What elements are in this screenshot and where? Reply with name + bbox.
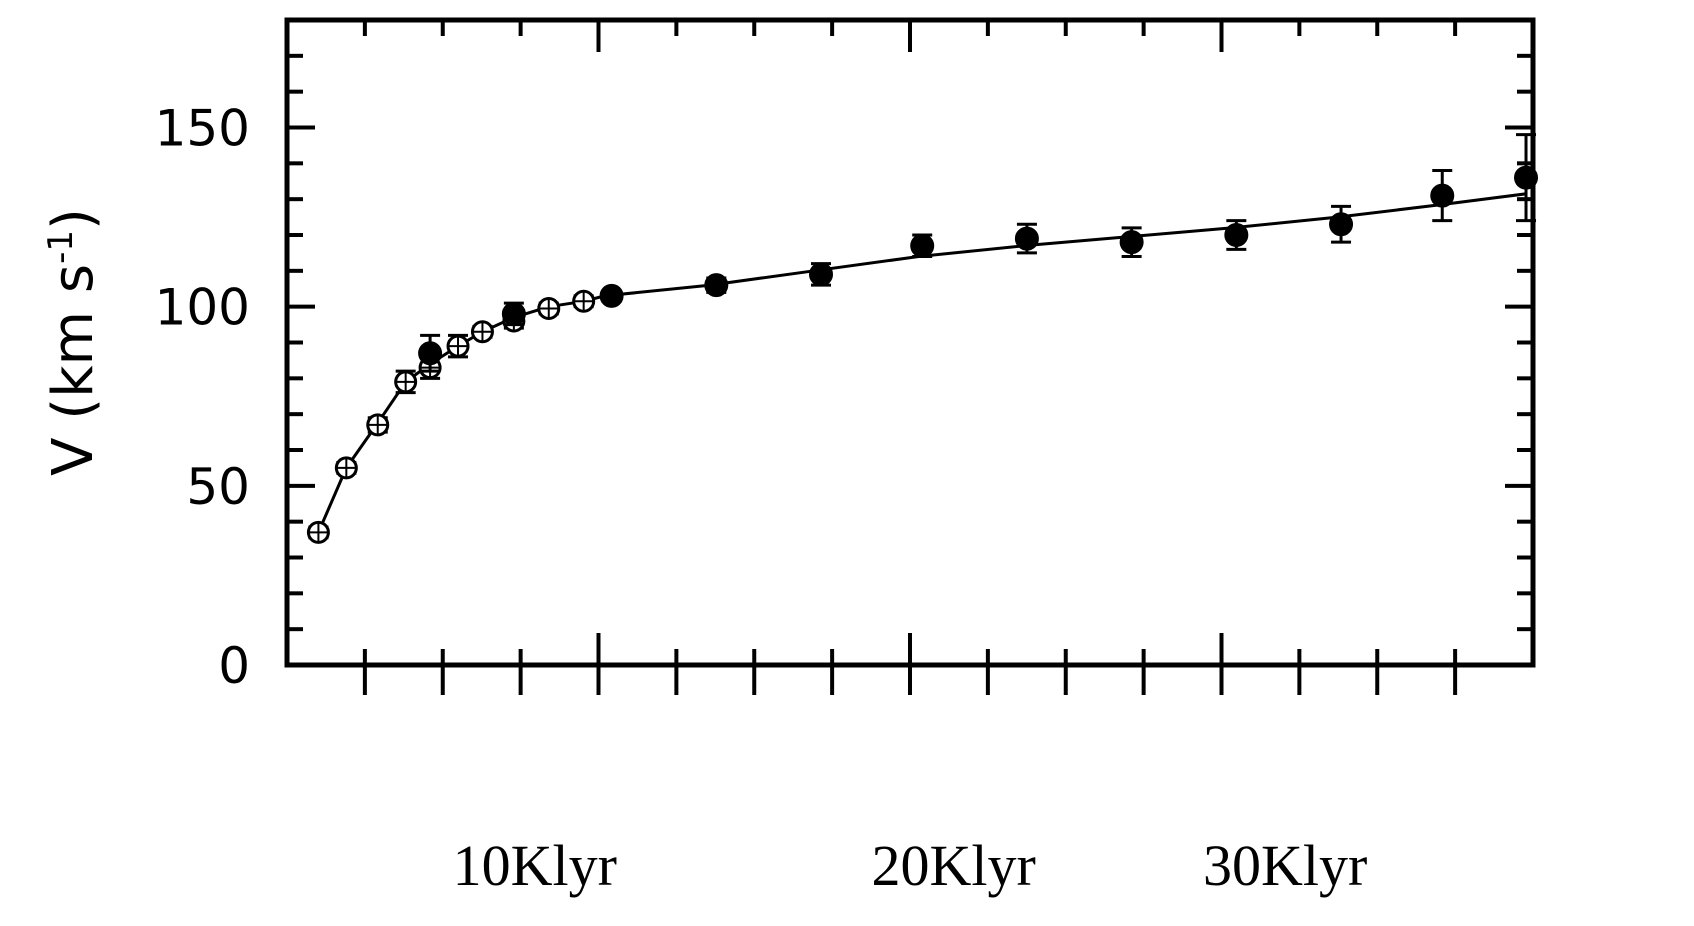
y-tick-label: 50 [186, 458, 250, 516]
marker [704, 273, 729, 298]
marker [501, 301, 526, 326]
marker [910, 233, 935, 258]
marker [1430, 183, 1455, 208]
y-tick-label: 100 [155, 279, 250, 337]
x-label: 30Klyr [1203, 833, 1367, 898]
x-label: 10Klyr [453, 833, 617, 898]
filled-data-point [704, 273, 729, 298]
x-label: 20Klyr [871, 833, 1035, 898]
y-axis-label: V (km s-1) [41, 208, 106, 476]
plot-frame [284, 17, 1536, 668]
filled-data-point [809, 262, 833, 287]
open-data-point [334, 456, 358, 480]
filled-data-point [910, 233, 935, 258]
data-points [306, 133, 1539, 544]
filled-data-point [418, 333, 443, 373]
filled-data-point [1014, 222, 1039, 255]
filled-data-point [1514, 133, 1539, 223]
open-data-point [470, 320, 494, 344]
marker [1014, 226, 1039, 251]
filled-data-point [501, 301, 526, 327]
open-data-point [394, 369, 418, 395]
y-tick-label: 0 [218, 637, 250, 695]
filled-data-point [1329, 204, 1354, 244]
axis-ticks [287, 20, 1533, 695]
y-tick-labels: 0 50 100 150 [155, 100, 250, 696]
marker [1224, 223, 1249, 247]
open-data-point [572, 289, 596, 313]
marker [1329, 212, 1354, 237]
marker [1119, 230, 1144, 255]
marker [1514, 165, 1539, 190]
marker [599, 283, 624, 308]
filled-data-point [599, 283, 624, 308]
filled-data-point [1430, 169, 1455, 223]
marker [809, 262, 833, 287]
filled-data-point [1224, 219, 1249, 251]
open-data-point [446, 333, 470, 359]
marker [418, 341, 443, 366]
open-data-point [306, 520, 330, 544]
filled-data-point [1119, 226, 1144, 258]
open-data-point [366, 413, 390, 437]
x-labels: 10Klyr 20Klyr 30Klyr [453, 833, 1368, 898]
y-tick-label: 150 [155, 100, 250, 158]
open-data-point [537, 296, 561, 320]
